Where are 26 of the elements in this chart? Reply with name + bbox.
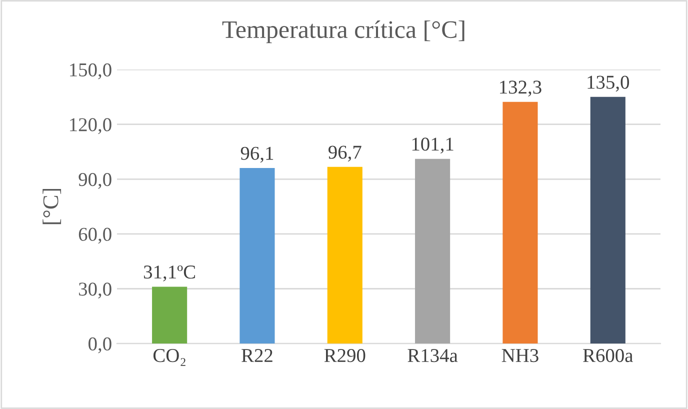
data-label: 101,1 bbox=[412, 138, 454, 154]
x-tick-label: R22 bbox=[242, 349, 272, 362]
x-tick-label: CO₂ bbox=[153, 349, 186, 366]
chart-title: Temperatura crítica [°C] bbox=[222, 20, 464, 44]
bar bbox=[327, 166, 362, 344]
y-tick-label: 120,0 bbox=[70, 118, 112, 134]
data-label: 96,7 bbox=[328, 146, 362, 162]
data-label: 96,1 bbox=[240, 146, 274, 163]
y-tick-label: 0,0 bbox=[88, 337, 112, 354]
y-tick-label: 60,0 bbox=[78, 228, 112, 244]
x-tick-label: R290 bbox=[324, 348, 366, 362]
y-axis-title: [°C] bbox=[42, 188, 62, 224]
bar bbox=[240, 168, 275, 344]
y-tick-label: 150,0 bbox=[70, 63, 112, 80]
data-label: 31,1ºC bbox=[144, 266, 195, 282]
x-tick-label: R134a bbox=[408, 349, 458, 362]
bar bbox=[415, 158, 450, 344]
data-label: 135,0 bbox=[588, 76, 630, 92]
data-label: 132,3 bbox=[500, 80, 542, 97]
y-tick-label: 90,0 bbox=[78, 172, 112, 189]
x-tick-label: R600a bbox=[583, 348, 633, 362]
bar bbox=[502, 102, 538, 344]
y-tick-label: 30,0 bbox=[79, 282, 112, 298]
bar bbox=[152, 286, 188, 344]
x-tick-label: NH3 bbox=[502, 349, 538, 362]
bar bbox=[590, 96, 626, 344]
